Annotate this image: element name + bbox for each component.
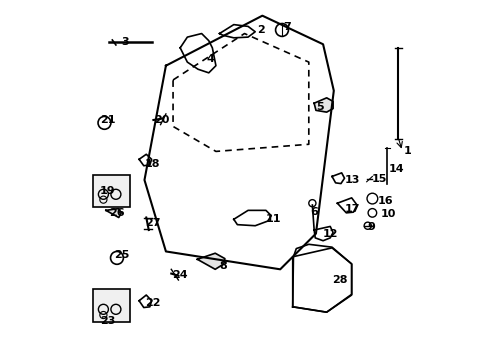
- Text: 16: 16: [377, 197, 392, 206]
- Text: 19: 19: [100, 186, 115, 197]
- FancyBboxPatch shape: [93, 289, 130, 322]
- Text: 26: 26: [108, 208, 124, 218]
- Text: 14: 14: [388, 164, 404, 174]
- Text: 3: 3: [121, 37, 129, 48]
- Text: 15: 15: [370, 174, 386, 184]
- Text: 7: 7: [283, 22, 290, 32]
- Text: 22: 22: [145, 298, 161, 308]
- Text: 12: 12: [323, 229, 338, 239]
- Text: 27: 27: [145, 218, 161, 228]
- Text: 23: 23: [100, 316, 115, 326]
- Polygon shape: [197, 253, 224, 269]
- Text: 18: 18: [144, 159, 160, 169]
- Polygon shape: [106, 208, 121, 217]
- Text: 24: 24: [172, 270, 187, 280]
- Text: 10: 10: [380, 209, 395, 219]
- Text: 25: 25: [114, 250, 129, 260]
- Text: 1: 1: [403, 147, 410, 157]
- Text: 17: 17: [344, 203, 359, 213]
- Text: 11: 11: [265, 214, 281, 224]
- Text: 4: 4: [206, 54, 214, 64]
- Text: 9: 9: [367, 222, 375, 232]
- Text: 8: 8: [219, 261, 227, 271]
- FancyBboxPatch shape: [93, 175, 130, 207]
- Text: 6: 6: [310, 207, 318, 217]
- Text: 21: 21: [100, 115, 115, 125]
- Text: 2: 2: [257, 25, 264, 35]
- Text: 5: 5: [315, 102, 323, 112]
- Text: 13: 13: [344, 175, 359, 185]
- Text: 28: 28: [331, 275, 347, 285]
- Text: 20: 20: [154, 115, 169, 125]
- Polygon shape: [313, 98, 332, 112]
